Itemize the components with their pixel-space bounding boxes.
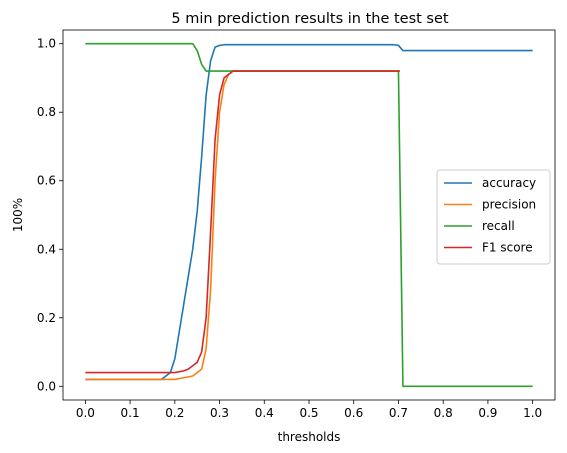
x-tick-label: 0.9 (478, 406, 497, 420)
x-tick-label: 0.7 (389, 406, 408, 420)
y-tick-label: 1.0 (37, 37, 56, 51)
y-tick-label: 0.2 (37, 311, 56, 325)
legend-label: accuracy (482, 176, 536, 190)
x-tick-label: 0.3 (210, 406, 229, 420)
y-tick-label: 0.8 (37, 105, 56, 119)
series-line-3 (85, 70, 400, 374)
chart-title: 5 min prediction results in the test set (171, 11, 448, 27)
x-tick-label: 0.4 (255, 406, 274, 420)
legend-label: F1 score (482, 241, 533, 255)
x-axis-title: thresholds (278, 430, 341, 444)
y-axis-title: 100% (11, 198, 25, 232)
y-tick-label: 0.6 (37, 174, 56, 188)
legend-label: recall (482, 219, 515, 233)
legend: accuracy precision recall F1 score (436, 169, 551, 265)
legend-box (436, 169, 551, 265)
x-tick-label: 0.5 (299, 406, 318, 420)
series-lines (85, 42, 533, 388)
x-tick-label: 0.8 (434, 406, 453, 420)
y-axis-ticks: 0.0 0.2 0.4 0.6 0.8 1.0 (37, 37, 63, 393)
y-tick-label: 0.4 (37, 242, 56, 256)
legend-label: precision (482, 198, 536, 212)
x-axis-ticks: 0.0 0.1 0.2 0.3 0.4 0.5 0.6 0.7 0.8 0.9 1.0 (76, 400, 542, 420)
x-tick-label: 1.0 (523, 406, 542, 420)
x-tick-label: 0.0 (76, 406, 95, 420)
y-tick-label: 0.0 (37, 379, 56, 393)
x-tick-label: 0.2 (165, 406, 184, 420)
series-line-1 (85, 70, 400, 381)
x-tick-label: 0.6 (344, 406, 363, 420)
series-line-0 (85, 43, 533, 381)
x-tick-label: 0.1 (121, 406, 140, 420)
